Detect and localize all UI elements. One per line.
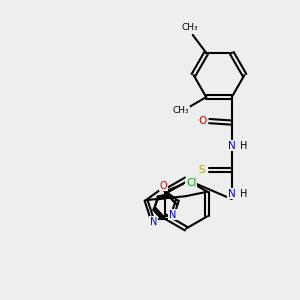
Text: H: H xyxy=(240,189,247,199)
Text: N: N xyxy=(228,141,236,151)
Text: N: N xyxy=(169,210,176,220)
Text: CH₃: CH₃ xyxy=(182,23,198,32)
Text: H: H xyxy=(240,141,247,151)
Text: N: N xyxy=(150,217,157,226)
Text: S: S xyxy=(198,165,205,175)
Text: CH₃: CH₃ xyxy=(172,106,189,115)
Text: O: O xyxy=(159,181,167,191)
Text: O: O xyxy=(199,116,207,126)
Text: N: N xyxy=(228,189,236,199)
Text: Cl: Cl xyxy=(186,178,196,188)
